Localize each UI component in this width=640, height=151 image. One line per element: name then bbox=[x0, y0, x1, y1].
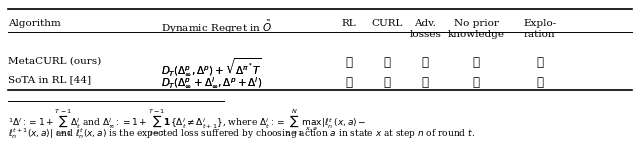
Text: Dynamic Regret in $\tilde{O}$: Dynamic Regret in $\tilde{O}$ bbox=[161, 19, 272, 36]
Text: ✓: ✓ bbox=[536, 76, 543, 88]
Text: No prior
knowledge: No prior knowledge bbox=[447, 19, 504, 39]
Text: Adv.
losses: Adv. losses bbox=[409, 19, 441, 39]
Text: SoTA in RL [44]: SoTA in RL [44] bbox=[8, 76, 91, 85]
Text: RL: RL bbox=[341, 19, 356, 28]
Text: $D_T(\Delta^p_\infty, \Delta^p) + \sqrt{\Delta^{\pi^*}T}$: $D_T(\Delta^p_\infty, \Delta^p) + \sqrt{… bbox=[161, 56, 262, 78]
Text: ${}^1\Delta^l := 1 + \sum_{t=1}^{T-1} \Delta^l_t$ and $\Delta^l_\infty := 1 + \s: ${}^1\Delta^l := 1 + \sum_{t=1}^{T-1} \D… bbox=[8, 108, 366, 138]
Text: $D_T(\Delta^p_\infty + \Delta^l_\infty, \Delta^p + \Delta^l)$: $D_T(\Delta^p_\infty + \Delta^l_\infty, … bbox=[161, 76, 262, 90]
Text: Explo-
ration: Explo- ration bbox=[524, 19, 556, 39]
Text: ✓: ✓ bbox=[345, 76, 352, 88]
Text: Algorithm: Algorithm bbox=[8, 19, 61, 28]
Text: ✓: ✓ bbox=[472, 76, 479, 88]
Text: ✗: ✗ bbox=[536, 56, 543, 69]
Text: $\ell^{t+1}_n(x,a)|$ and $\ell^t_n(x,a)$ is the expected loss suffered by choosi: $\ell^{t+1}_n(x,a)|$ and $\ell^t_n(x,a)$… bbox=[8, 126, 475, 141]
Text: $D_T(\Delta^p_\infty + \Delta^l_\infty, \Delta^p + \Delta^l)$: $D_T(\Delta^p_\infty + \Delta^l_\infty, … bbox=[161, 76, 262, 90]
Text: ✗: ✗ bbox=[422, 76, 429, 88]
Text: $D_T(\Delta^p_\infty, \Delta^p) + \sqrt{\Delta^{\pi^*}T}$: $D_T(\Delta^p_\infty, \Delta^p) + \sqrt{… bbox=[161, 56, 262, 78]
Text: ✓: ✓ bbox=[383, 56, 390, 69]
Text: MetaCURL (ours): MetaCURL (ours) bbox=[8, 56, 101, 65]
Text: ✓: ✓ bbox=[345, 56, 352, 69]
Text: ✓: ✓ bbox=[422, 56, 429, 69]
Text: ✓: ✓ bbox=[472, 56, 479, 69]
Text: ✗: ✗ bbox=[383, 76, 390, 88]
Text: CURL: CURL bbox=[371, 19, 403, 28]
